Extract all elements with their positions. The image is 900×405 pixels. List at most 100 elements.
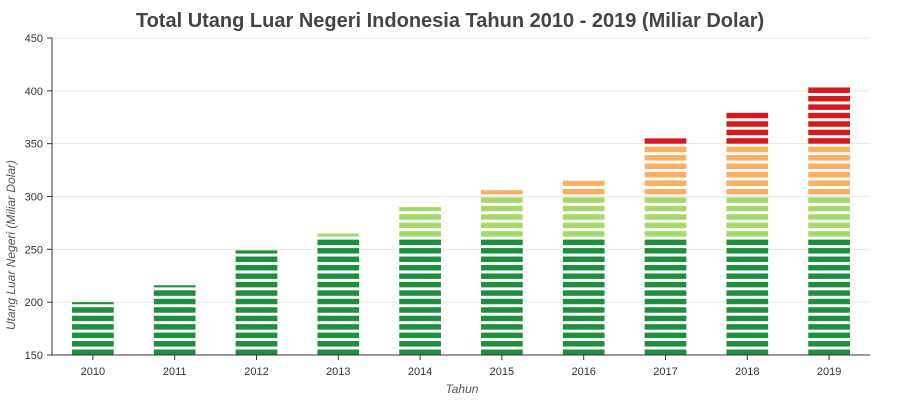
grid-lines	[52, 37, 870, 303]
bar	[317, 233, 360, 355]
bar-segment	[153, 349, 196, 355]
bar-segment	[399, 222, 441, 229]
x-tick-label: 2014	[408, 366, 432, 378]
bar-segment	[235, 298, 278, 305]
bar	[72, 302, 114, 355]
bar-segment	[808, 188, 850, 195]
bar-segment	[481, 197, 523, 203]
bar-segment	[399, 341, 441, 347]
y-tick-label: 150	[25, 350, 43, 362]
bar-segment	[399, 315, 441, 322]
bar-segment	[399, 273, 441, 279]
bar-segment	[644, 324, 687, 330]
bar-segment	[399, 214, 441, 220]
bar-segment	[726, 197, 769, 203]
bar-segment	[808, 281, 850, 288]
bar-segment	[726, 205, 769, 212]
bar-segment	[235, 256, 278, 263]
bar-segment	[72, 332, 114, 339]
bar	[808, 87, 850, 355]
bar-segment	[399, 307, 441, 313]
y-tick-label: 350	[25, 139, 43, 151]
bar-segment	[644, 256, 687, 263]
bar-segment	[235, 341, 278, 347]
bar-segment	[153, 285, 196, 288]
bar-segment	[399, 264, 441, 271]
bar-segment	[644, 197, 687, 203]
x-tick-label: 2015	[490, 366, 514, 378]
bar-segment	[644, 290, 687, 296]
bar-segment	[726, 256, 769, 263]
bar-segment	[726, 163, 769, 170]
bar-segment	[153, 315, 196, 322]
x-axis-label: Tahun	[446, 382, 479, 396]
bar-segment	[644, 180, 687, 186]
bar-segment	[317, 256, 360, 263]
bar-segment	[726, 129, 769, 136]
bar-segment	[726, 341, 769, 347]
bar-segment	[317, 273, 360, 279]
bar-segment	[808, 163, 850, 170]
bar-segment	[153, 332, 196, 339]
bar-segment	[808, 121, 850, 127]
bars	[72, 87, 850, 355]
bar-segment	[644, 231, 687, 237]
bar-segment	[153, 324, 196, 330]
bar-segment	[726, 273, 769, 279]
bar-segment	[808, 214, 850, 220]
bar-segment	[562, 205, 605, 212]
bar-segment	[808, 222, 850, 229]
bar-segment	[644, 298, 687, 305]
bar-segment	[481, 273, 523, 279]
bar-segment	[726, 298, 769, 305]
bar-segment	[317, 298, 360, 305]
bar-segment	[726, 180, 769, 186]
bar-segment	[153, 341, 196, 347]
bar-segment	[808, 248, 850, 254]
bar-segment	[808, 197, 850, 203]
bar-segment	[808, 273, 850, 279]
y-tick-label: 400	[25, 86, 43, 98]
axes: 150 200 250 300 350 400 450 2010 2011 2012 2013 201…	[25, 33, 870, 378]
bar-segment	[808, 87, 850, 93]
bar-segment	[562, 315, 605, 322]
bar-segment	[726, 315, 769, 322]
bar-segment	[808, 155, 850, 161]
bar-segment	[317, 341, 360, 347]
bar-segment	[317, 239, 360, 246]
bar-segment	[726, 146, 769, 153]
bar-segment	[808, 231, 850, 237]
bar-segment	[808, 324, 850, 330]
bar-segment	[153, 290, 196, 296]
bar-segment	[481, 264, 523, 271]
y-tick-label: 200	[25, 297, 43, 309]
bar-segment	[726, 239, 769, 246]
bar-segment	[317, 349, 360, 355]
bar-segment	[644, 155, 687, 161]
bar-segment	[399, 324, 441, 330]
bar-segment	[726, 290, 769, 296]
bar-segment	[399, 256, 441, 263]
bar-segment	[72, 349, 114, 355]
bar-segment	[481, 281, 523, 288]
bar-segment	[808, 180, 850, 186]
x-tick-label: 2010	[81, 366, 105, 378]
bar-segment	[644, 239, 687, 246]
bar-segment	[644, 138, 687, 144]
bar-segment	[808, 307, 850, 313]
bar-segment	[808, 332, 850, 339]
bar-segment	[481, 341, 523, 347]
bar-segment	[235, 250, 278, 254]
bar-segment	[317, 332, 360, 339]
bar-segment	[808, 298, 850, 305]
bar-segment	[726, 307, 769, 313]
bar-segment	[726, 222, 769, 229]
bar-segment	[808, 205, 850, 212]
x-tick-label: 2017	[653, 366, 677, 378]
bar-segment	[481, 256, 523, 263]
bar-segment	[235, 324, 278, 330]
bar-segment	[726, 349, 769, 355]
bar-segment	[562, 324, 605, 330]
bar-segment	[72, 302, 114, 305]
bar-segment	[808, 95, 850, 102]
